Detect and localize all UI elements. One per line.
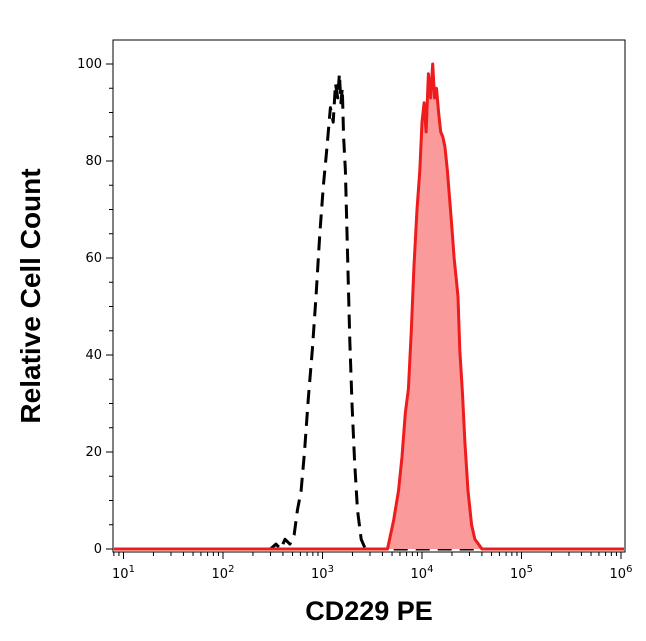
y-tick-label: 0 <box>94 542 102 557</box>
series-layer <box>114 62 624 551</box>
plot-frame <box>112 39 626 553</box>
x-tick-label: 102 <box>212 564 235 582</box>
x-tick-label: 103 <box>311 564 334 582</box>
axis-layer: 0 20 40 60 80 100 101 102 103 104 105 106 <box>77 57 632 582</box>
x-tick-label: 106 <box>610 564 633 582</box>
series-1-area <box>114 64 624 549</box>
y-tick-label: 80 <box>85 154 102 169</box>
x-tick-label: 101 <box>112 564 135 582</box>
x-tick-label: 105 <box>510 564 533 582</box>
y-tick-label: 100 <box>77 57 102 72</box>
series-0-line <box>114 72 624 551</box>
y-tick-label: 20 <box>85 445 102 460</box>
x-axis-title: CD229 PE <box>305 596 433 626</box>
x-tick-label: 104 <box>411 564 434 582</box>
y-axis-title: Relative Cell Count <box>15 168 46 423</box>
series-1-line <box>114 62 624 551</box>
y-tick-label: 60 <box>85 251 102 266</box>
y-tick-label: 40 <box>85 348 102 363</box>
